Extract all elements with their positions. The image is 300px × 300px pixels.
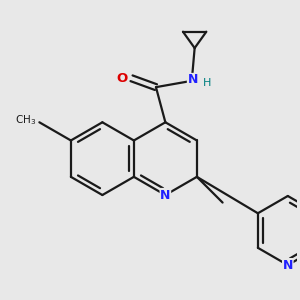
- Text: N: N: [283, 259, 293, 272]
- Text: CH$_3$: CH$_3$: [15, 114, 36, 128]
- Text: O: O: [117, 72, 128, 85]
- Text: N: N: [188, 74, 198, 86]
- Text: N: N: [160, 188, 171, 202]
- Text: H: H: [203, 78, 212, 88]
